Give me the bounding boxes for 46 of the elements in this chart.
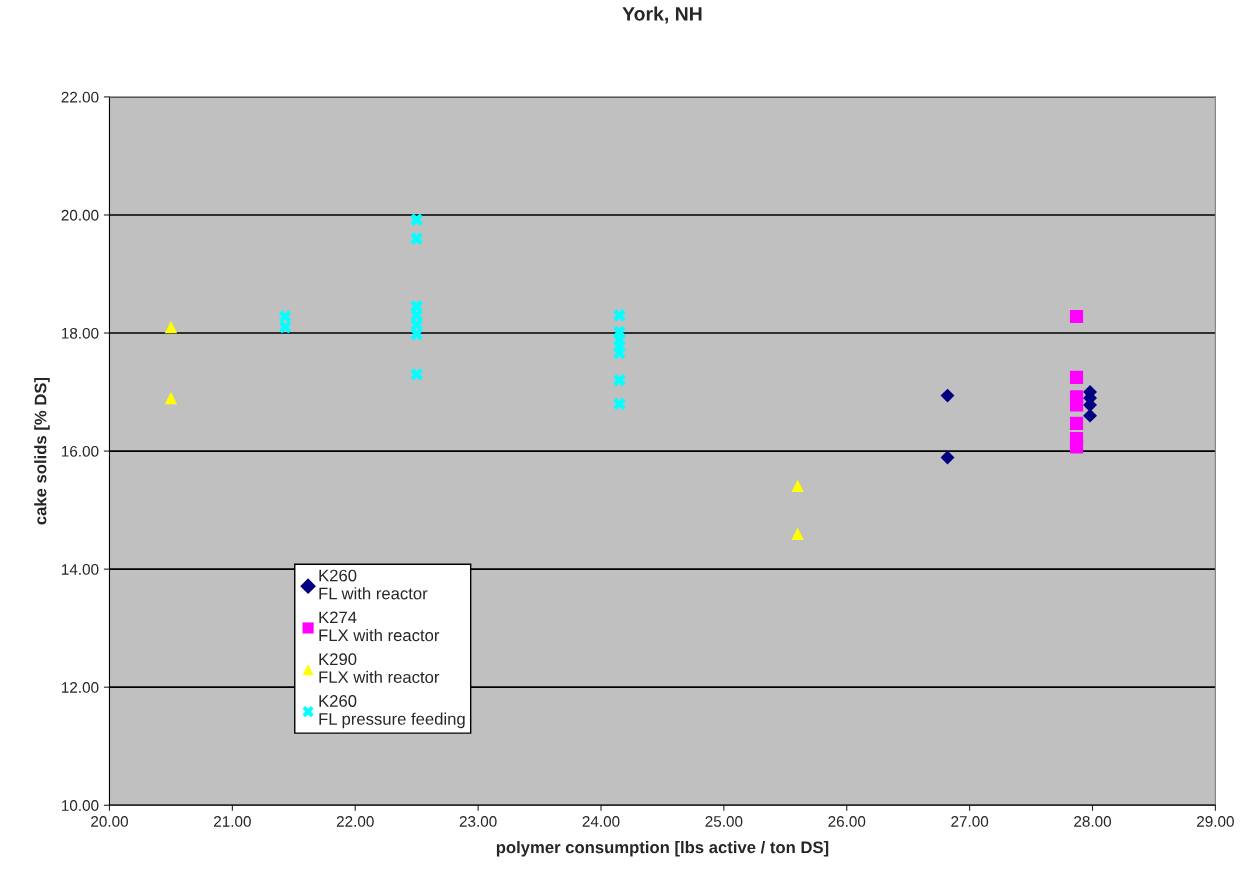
- x-tick-label: 26.00: [828, 816, 866, 827]
- point: [613, 397, 626, 411]
- point: [613, 346, 626, 360]
- point: [278, 320, 292, 334]
- y-tick-label: 18.00: [61, 327, 99, 339]
- x-tick-label: 23.00: [459, 816, 497, 827]
- x-tick-label: 25.00: [705, 816, 743, 827]
- point: [1069, 440, 1084, 454]
- legend-label: K260 FL with reactor: [319, 569, 428, 600]
- x-tick-label: 24.00: [582, 816, 620, 827]
- y-axis-title: cake solids [% DS]: [34, 377, 50, 525]
- chart-title: York, NH: [622, 6, 702, 24]
- y-tick-label: 22.00: [61, 91, 99, 103]
- point: [1069, 398, 1084, 412]
- y-tick-label: 14.00: [61, 563, 99, 575]
- x-tick-label: 29.00: [1197, 816, 1234, 827]
- point: [278, 310, 292, 323]
- y-tick-label: 10.00: [61, 800, 99, 811]
- point: [410, 232, 423, 245]
- legend-label: K260 FL pressure feeding: [319, 695, 465, 729]
- point: [940, 450, 955, 465]
- point: [1069, 416, 1084, 430]
- point: [1069, 309, 1084, 324]
- point: [410, 213, 423, 226]
- x-tick-label: 27.00: [951, 816, 989, 827]
- point: [940, 388, 955, 403]
- x-axis-title: polymer consumption [lbs active / ton DS]: [496, 841, 829, 857]
- point: [164, 320, 178, 334]
- y-tick-label: 16.00: [61, 445, 99, 457]
- x-tick-label: 20.00: [91, 816, 128, 827]
- point: [1083, 408, 1097, 423]
- legend-label: K290 FLX with reactor: [319, 653, 440, 684]
- point: [613, 309, 626, 322]
- point: [410, 327, 423, 341]
- x-tick-label: 28.00: [1074, 816, 1112, 827]
- y-tick-label: 12.00: [61, 682, 99, 693]
- point: [1069, 370, 1084, 384]
- x-tick-label: 22.00: [336, 816, 374, 827]
- point: [164, 391, 178, 405]
- y-tick-label: 20.00: [61, 209, 99, 221]
- point: [410, 368, 423, 381]
- point: [613, 374, 626, 387]
- point: [791, 479, 804, 493]
- legend-label: K274 FLX with reactor: [319, 611, 440, 642]
- x-tick-label: 21.00: [214, 816, 251, 827]
- point: [791, 527, 804, 540]
